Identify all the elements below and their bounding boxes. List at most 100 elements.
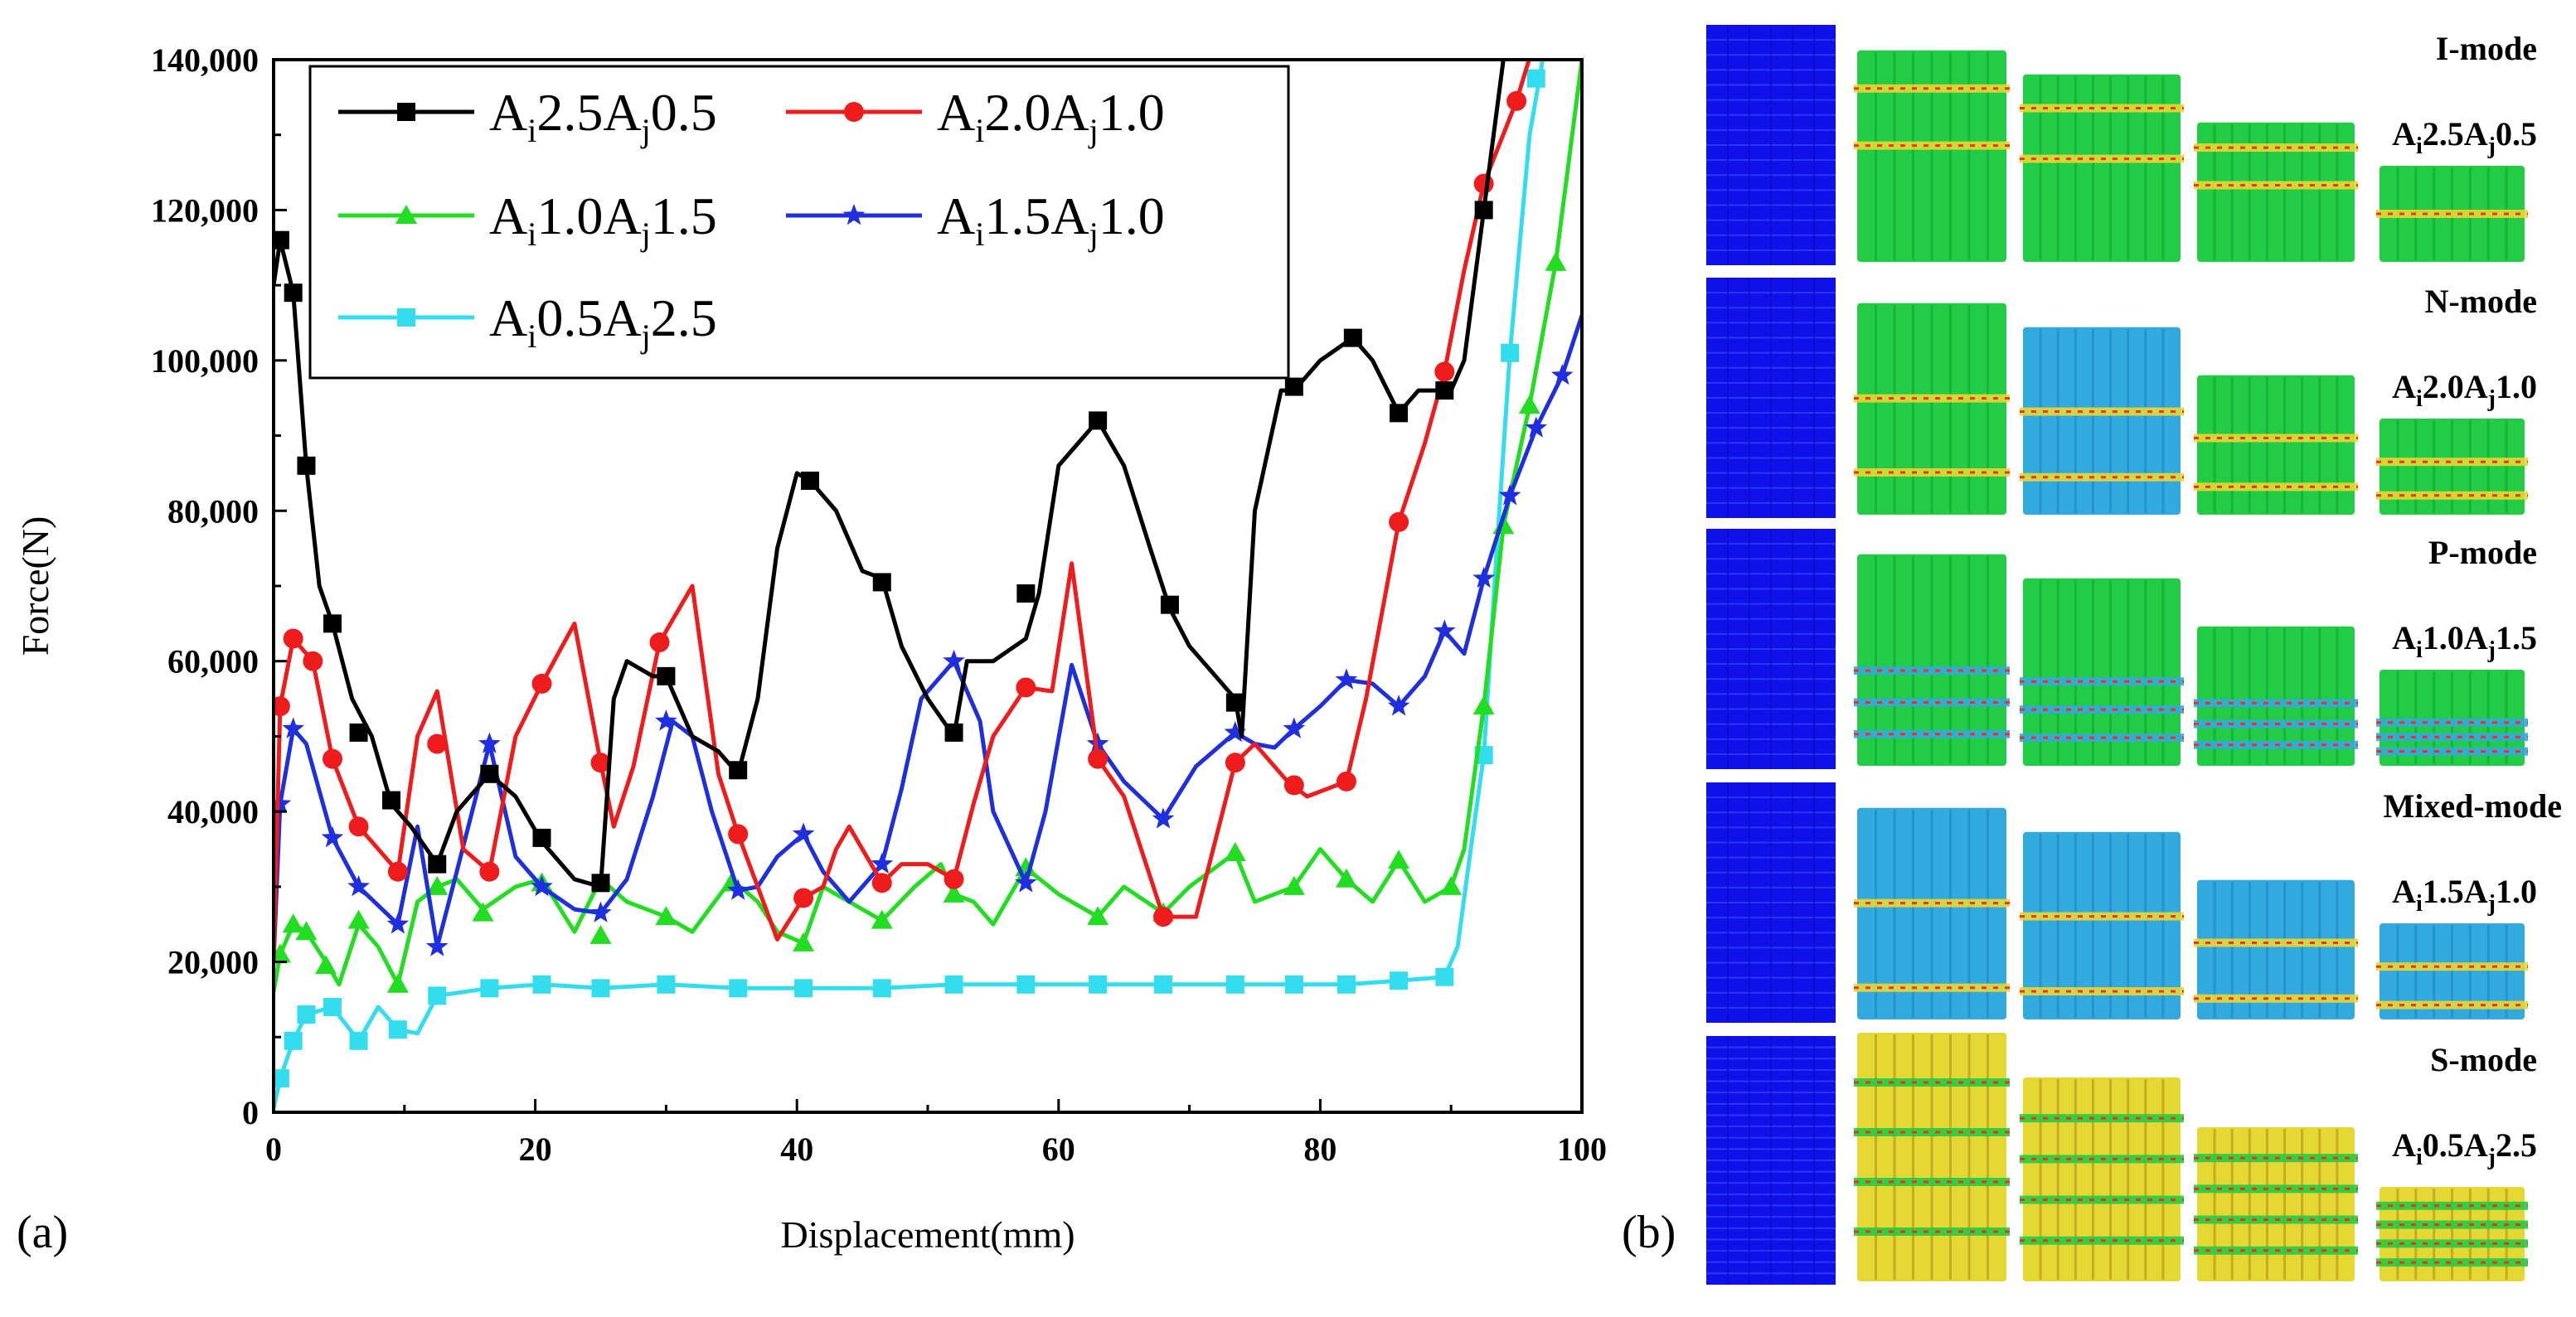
y-tick-label: 120,000 bbox=[151, 191, 259, 229]
series-4 bbox=[274, 60, 1545, 1110]
data-point bbox=[480, 764, 499, 783]
deformed-stage-3 bbox=[2194, 375, 2358, 515]
data-point bbox=[1472, 695, 1495, 715]
mode-title: N-mode bbox=[2424, 283, 2537, 320]
deformed-stage-2 bbox=[2020, 1077, 2184, 1281]
data-point bbox=[944, 975, 963, 994]
data-point bbox=[382, 791, 401, 810]
data-point bbox=[1160, 595, 1179, 614]
panel-b-label: (b) bbox=[1622, 1207, 1676, 1258]
data-point bbox=[1474, 201, 1493, 220]
data-point bbox=[323, 998, 342, 1016]
legend-box bbox=[308, 65, 1290, 380]
deformed-stage-1 bbox=[1854, 303, 2010, 515]
deformed-stage-1 bbox=[1854, 1033, 2010, 1281]
data-point bbox=[1225, 975, 1244, 994]
data-point bbox=[1387, 695, 1410, 716]
mode-title: I-mode bbox=[2436, 30, 2537, 67]
deformed-stage-4 bbox=[2376, 670, 2528, 766]
legend-swatch-marker bbox=[397, 103, 415, 121]
legend-label: Ai1.0Aj1.5 bbox=[489, 186, 717, 253]
y-tick-label: 140,000 bbox=[151, 41, 259, 79]
deformed-stage-3 bbox=[2194, 1127, 2358, 1281]
data-point bbox=[532, 828, 551, 847]
deformed-stage-1 bbox=[1854, 807, 2010, 1019]
data-point bbox=[1016, 975, 1036, 994]
data-point bbox=[1525, 416, 1548, 438]
y-tick-label: 0 bbox=[242, 1094, 259, 1131]
data-point bbox=[729, 761, 748, 780]
data-point bbox=[728, 824, 749, 845]
data-point bbox=[1472, 566, 1495, 588]
data-point bbox=[944, 723, 963, 742]
data-point bbox=[1434, 361, 1455, 382]
legend-entry: Ai0.5Aj2.5 bbox=[338, 288, 717, 355]
mode-title: S-mode bbox=[2430, 1041, 2537, 1078]
data-point bbox=[1501, 343, 1520, 362]
data-point bbox=[1390, 971, 1409, 990]
data-point bbox=[297, 1005, 316, 1024]
legend-label: Ai2.0Aj1.0 bbox=[937, 83, 1165, 149]
data-point bbox=[347, 874, 370, 897]
data-point bbox=[428, 986, 447, 1005]
x-tick-label: 100 bbox=[1557, 1131, 1607, 1168]
fea-row-s-mode: S-mode Ai0.5Aj2.5 bbox=[1706, 1033, 2537, 1285]
data-point bbox=[1473, 173, 1494, 194]
data-point bbox=[426, 875, 449, 895]
data-point bbox=[655, 906, 677, 926]
undeformed-model bbox=[1706, 278, 1836, 518]
data-point bbox=[348, 816, 369, 837]
data-point bbox=[871, 873, 892, 893]
legend-label: Ai0.5Aj2.5 bbox=[489, 288, 717, 355]
legend: Ai2.5Aj0.5 Ai2.0Aj1.0 Ai1.0Aj1.5 Ai1.5Aj1.0… bbox=[308, 65, 1290, 380]
data-point bbox=[282, 717, 304, 738]
mode-title: P-mode bbox=[2428, 534, 2537, 571]
series-3 bbox=[274, 314, 1582, 962]
data-point bbox=[1390, 404, 1409, 423]
data-point bbox=[274, 696, 290, 717]
data-point bbox=[387, 861, 408, 882]
fea-deformation-panel: (b) I-mode Ai2.5Aj0.5 N-mode Ai2.0Aj1.0 P-mo… bbox=[1622, 25, 2562, 1285]
data-point bbox=[800, 472, 819, 490]
data-point bbox=[472, 902, 494, 922]
deformed-stage-1 bbox=[1854, 50, 2010, 262]
x-axis-title: Displacement(mm) bbox=[780, 1213, 1075, 1256]
data-point bbox=[1153, 907, 1174, 927]
undeformed-model bbox=[1706, 1036, 1836, 1285]
data-point bbox=[427, 734, 448, 754]
data-point bbox=[1088, 748, 1109, 769]
deformed-stage-4 bbox=[2376, 419, 2528, 515]
y-tick-label: 20,000 bbox=[167, 944, 259, 981]
legend-entry: Ai2.5Aj0.5 bbox=[338, 83, 717, 149]
data-point bbox=[729, 979, 748, 998]
data-point bbox=[425, 935, 449, 956]
data-point bbox=[1498, 484, 1521, 506]
data-point bbox=[1016, 677, 1036, 698]
deformed-stage-3 bbox=[2194, 122, 2358, 262]
data-point bbox=[1089, 411, 1108, 430]
data-point bbox=[1284, 377, 1303, 396]
deformed-stage-4 bbox=[2376, 166, 2528, 262]
data-point bbox=[479, 861, 500, 882]
data-point bbox=[649, 632, 670, 653]
data-point bbox=[1435, 381, 1454, 400]
data-point bbox=[1087, 906, 1109, 926]
data-point bbox=[1545, 251, 1567, 271]
data-point bbox=[944, 869, 964, 889]
data-point bbox=[1435, 967, 1454, 986]
deformed-stage-2 bbox=[2020, 327, 2184, 515]
data-point bbox=[1016, 584, 1036, 603]
x-tick-label: 80 bbox=[1303, 1131, 1337, 1168]
y-axis-title: Force(N) bbox=[14, 516, 56, 656]
series-layer bbox=[274, 60, 1582, 1110]
series-1 bbox=[274, 60, 1531, 962]
data-point bbox=[1337, 975, 1356, 994]
data-point bbox=[284, 283, 303, 303]
data-point bbox=[871, 852, 894, 874]
data-point bbox=[321, 826, 344, 848]
data-point bbox=[1335, 868, 1357, 888]
data-point bbox=[274, 943, 291, 963]
data-point bbox=[1224, 720, 1247, 743]
data-point bbox=[793, 888, 814, 908]
